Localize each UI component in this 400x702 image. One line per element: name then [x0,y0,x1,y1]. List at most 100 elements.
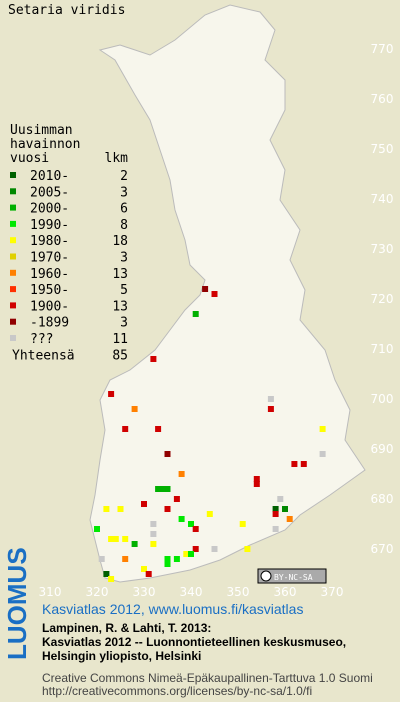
total: 85 [112,348,128,363]
observation [150,356,157,362]
legend-label: 1980- [30,234,69,249]
observation [192,311,199,317]
observation [98,556,105,562]
legend-swatch [10,237,16,244]
observation [94,526,100,532]
legend-heading: havainnon [10,137,80,152]
y-label: 670 [371,542,394,556]
y-label: 720 [371,292,394,306]
observation [300,461,307,467]
observation [131,406,138,412]
legend-label: 1970- [30,251,69,266]
observation [108,576,115,582]
citation: Kasviatlas 2012 -- Luonnontieteellinen k… [42,635,346,649]
observation [267,396,274,402]
observation [117,506,124,512]
legend-count-heading: lkm [105,151,129,166]
legend-swatch [10,286,16,293]
observation [211,546,218,552]
legend-count: 13 [112,267,128,282]
y-label: 770 [371,42,394,56]
legend-count: 6 [120,202,128,217]
legend-swatch [10,188,16,195]
badge-text: BY-NC-SA [274,573,313,582]
observation [112,536,119,542]
observation [188,521,194,527]
legend-label: 2000- [30,202,69,217]
legend-swatch [10,172,16,178]
observation [202,286,209,292]
observation [164,506,171,512]
license: Creative Commons Nimeä-Epäkaupallinen-Ta… [42,671,373,685]
legend-label: ??? [30,332,53,347]
observation [272,511,279,517]
y-label: 760 [371,92,394,106]
legend-heading: vuosi [10,151,49,166]
x-label: 340 [180,585,203,599]
observation [188,551,194,557]
observation [122,426,129,432]
observation [141,566,147,572]
observation [291,461,298,467]
observation [173,496,180,502]
observation [319,426,326,432]
legend-label: 1950- [30,283,69,298]
observation [141,501,147,507]
observation [272,506,279,512]
legend-heading: Uusimman [10,123,73,138]
observation [131,541,138,547]
observation [164,556,171,562]
observation [122,536,129,542]
observation [192,546,199,552]
observation [145,571,152,577]
observation [206,511,213,517]
observation [253,476,260,482]
title: Setaria viridis [8,3,125,18]
legend-count: 13 [112,299,128,314]
observation [108,391,115,397]
observation [164,451,171,457]
legend-count: 8 [120,218,128,233]
legend-count: 3 [120,316,128,331]
license: http://creativecommons.org/licenses/by-n… [42,684,312,698]
y-label: 750 [371,142,394,156]
x-label: 370 [321,585,344,599]
observation [108,536,115,542]
y-label: 700 [371,392,394,406]
observation [277,496,284,502]
legend-label: -1899 [30,316,69,331]
legend-swatch [10,253,16,260]
legend-count: 3 [120,251,128,266]
observation [286,516,293,522]
legend-swatch [10,204,16,211]
observation [103,571,110,577]
observation [122,556,129,562]
observation [103,506,110,512]
logo: LUOMUS [2,547,32,660]
legend-count: 2 [120,169,128,184]
legend-swatch [10,335,16,341]
observation [282,506,288,512]
y-label: 710 [371,342,394,356]
legend-count: 5 [120,283,128,298]
legend-label: 2005- [30,185,69,200]
observation [155,426,162,432]
legend-swatch [10,302,16,309]
observation [178,471,185,477]
legend-count: 3 [120,185,128,200]
observation [192,526,199,532]
finland-outline [89,4,366,583]
legend-label: 1900- [30,299,69,314]
y-label: 690 [371,442,394,456]
observation [150,521,157,527]
observation [173,556,180,562]
observation [267,406,274,412]
observation [272,526,279,532]
observation [239,521,246,527]
link[interactable]: Kasviatlas 2012, www.luomus.fi/kasviatla… [42,601,303,617]
x-label: 320 [86,585,109,599]
citation: Lampinen, R. & Lahti, T. 2013: [42,621,211,635]
x-label: 330 [133,585,156,599]
x-label: 310 [39,585,62,599]
